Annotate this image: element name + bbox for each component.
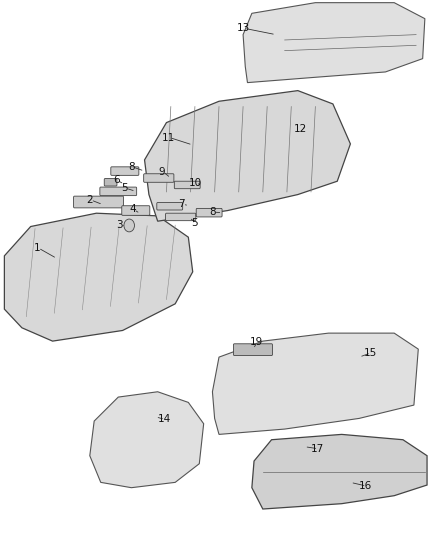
Text: 8: 8 (128, 162, 135, 172)
Text: 5: 5 (121, 183, 128, 193)
FancyBboxPatch shape (196, 208, 222, 217)
Text: 7: 7 (178, 199, 185, 209)
Text: 15: 15 (364, 348, 377, 358)
Polygon shape (243, 3, 425, 83)
Text: 5: 5 (191, 218, 198, 228)
Text: 10: 10 (188, 178, 201, 188)
Polygon shape (4, 213, 193, 341)
FancyBboxPatch shape (100, 187, 137, 196)
FancyBboxPatch shape (233, 344, 272, 356)
Circle shape (124, 219, 134, 232)
Text: 4: 4 (129, 205, 136, 214)
Polygon shape (252, 434, 427, 509)
Text: 11: 11 (162, 133, 175, 142)
Polygon shape (145, 91, 350, 221)
Text: 2: 2 (86, 195, 93, 205)
Text: 19: 19 (250, 337, 263, 347)
Text: 9: 9 (159, 167, 166, 176)
FancyBboxPatch shape (174, 181, 200, 189)
Text: 17: 17 (311, 444, 324, 454)
Text: 3: 3 (116, 221, 123, 230)
Text: 13: 13 (237, 23, 250, 33)
FancyBboxPatch shape (111, 167, 139, 175)
FancyBboxPatch shape (74, 196, 124, 208)
FancyBboxPatch shape (166, 213, 196, 221)
Text: 6: 6 (113, 175, 120, 185)
FancyBboxPatch shape (104, 179, 117, 186)
FancyBboxPatch shape (144, 174, 174, 182)
Text: 8: 8 (209, 207, 216, 217)
FancyBboxPatch shape (122, 206, 150, 215)
Polygon shape (90, 392, 204, 488)
Text: 12: 12 (293, 124, 307, 134)
FancyBboxPatch shape (157, 203, 183, 210)
Text: 1: 1 (34, 243, 41, 253)
Polygon shape (212, 333, 418, 434)
Text: 14: 14 (158, 415, 171, 424)
Text: 16: 16 (359, 481, 372, 491)
